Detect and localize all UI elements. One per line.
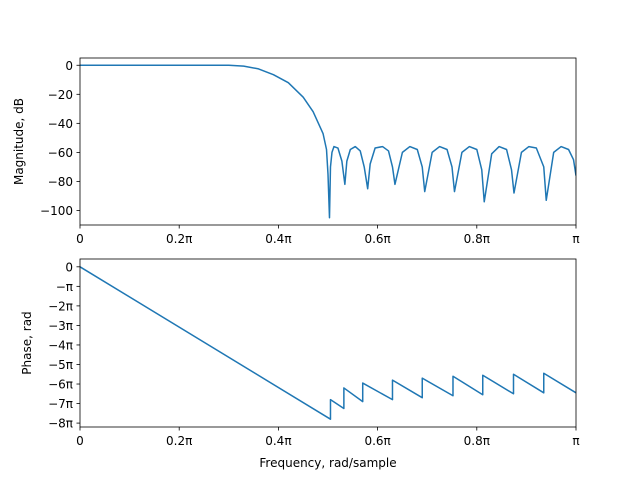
phase-x-tick-label: 0.4π: [265, 434, 291, 448]
phase-x-tick-label: 0.6π: [364, 434, 390, 448]
phase-x-tick-label: 0: [76, 434, 84, 448]
magnitude-y-tick-label: −100: [40, 204, 73, 218]
phase-y-tick-label: −π: [56, 280, 73, 294]
magnitude-plot-area: [80, 64, 576, 219]
magnitude-x-tick-label: π: [572, 232, 579, 246]
phase-y-tick-label: −8π: [48, 417, 73, 431]
magnitude-series-line-0: [80, 64, 576, 219]
phase-y-tick-label: −5π: [48, 358, 73, 372]
magnitude-ylabel: Magnitude, dB: [12, 98, 26, 185]
magnitude-x-tick-label: 0.8π: [464, 232, 490, 246]
phase-xlabel: Frequency, rad/sample: [259, 456, 396, 470]
magnitude-y-tick-label: −40: [48, 117, 73, 131]
phase-y-tick-label: −6π: [48, 378, 73, 392]
magnitude-y-tick-label: −60: [48, 146, 73, 160]
phase-ticks: 0 0.2π 0.4π 0.6π 0.8π π 0 −π −2π −3π −4π −5π −6π −7π −…: [48, 260, 580, 448]
phase-series-line-0: [80, 266, 576, 420]
phase-axes-frame: [79, 258, 577, 428]
magnitude-x-tick-label: 0.6π: [364, 232, 390, 246]
phase-ylabel: Phase, rad: [20, 311, 34, 374]
phase-y-tick-label: −3π: [48, 319, 73, 333]
phase-x-tick-label: 0.8π: [464, 434, 490, 448]
magnitude-x-tick-label: 0.4π: [265, 232, 291, 246]
phase-y-tick-label: 0: [65, 260, 73, 274]
phase-x-tick-label: 0.2π: [166, 434, 192, 448]
phase-y-tick-label: −2π: [48, 299, 73, 313]
phase-x-tick-label: π: [572, 434, 579, 448]
phase-y-tick-label: −4π: [48, 338, 73, 352]
magnitude-ticks: 0 0.2π 0.4π 0.6π 0.8π π 0 −20 −40 −60 −80 −100: [40, 59, 580, 246]
magnitude-axes-frame: [79, 57, 577, 226]
magnitude-y-tick-label: 0: [65, 59, 73, 73]
phase-y-tick-label: −7π: [48, 397, 73, 411]
magnitude-y-tick-label: −80: [48, 175, 73, 189]
phase-axes: 0 0.2π 0.4π 0.6π 0.8π π 0 −π −2π −3π −4π −5π −6π −7π −…: [20, 258, 580, 470]
magnitude-axes: 0 0.2π 0.4π 0.6π 0.8π π 0 −20 −40 −60 −80 −100 Magn…: [12, 57, 580, 246]
magnitude-x-tick-label: 0: [76, 232, 84, 246]
magnitude-x-tick-label: 0.2π: [166, 232, 192, 246]
phase-plot-area: [80, 266, 576, 420]
magnitude-y-tick-label: −20: [48, 88, 73, 102]
